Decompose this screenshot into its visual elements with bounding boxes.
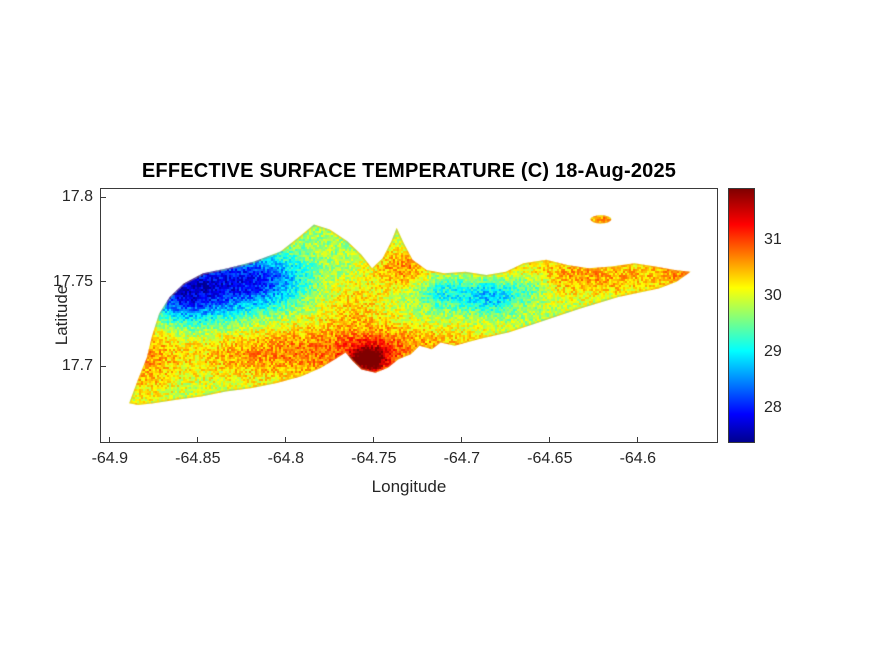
x-tick-label: -64.75 <box>351 450 397 467</box>
temperature-map-canvas <box>101 189 717 442</box>
y-tick-label: 17.8 <box>61 188 93 206</box>
colorbar-tick-label: 30 <box>764 286 782 304</box>
x-tick-label: -64.65 <box>527 450 573 467</box>
colorbar-tick-label: 31 <box>764 230 782 248</box>
y-tick-label: 17.7 <box>61 357 93 375</box>
x-tick-label: -64.8 <box>267 450 305 467</box>
x-tick-mark <box>197 437 199 442</box>
plot-area <box>100 188 718 443</box>
x-tick-label: -64.6 <box>619 450 657 467</box>
x-tick-mark <box>461 437 463 442</box>
x-tick-label: -64.9 <box>91 450 129 467</box>
x-tick-label: -64.85 <box>175 450 221 467</box>
y-tick-label: 17.75 <box>52 272 93 290</box>
y-axis-label: Latitude <box>52 284 71 346</box>
x-tick-mark <box>109 437 111 442</box>
x-tick-mark <box>285 437 287 442</box>
chart-title: EFFECTIVE SURFACE TEMPERATURE (C) 18-Aug… <box>141 160 677 182</box>
x-tick-mark <box>549 437 551 442</box>
x-tick-label: -64.7 <box>443 450 481 467</box>
colorbar-tick-label: 28 <box>764 399 782 417</box>
x-axis-label: Longitude <box>371 477 447 496</box>
y-tick-mark <box>101 281 106 283</box>
x-tick-mark <box>373 437 375 442</box>
x-tick-mark <box>637 437 639 442</box>
y-tick-mark <box>101 365 106 367</box>
colorbar <box>728 188 755 443</box>
y-tick-mark <box>101 196 106 198</box>
colorbar-tick-label: 29 <box>764 343 782 361</box>
